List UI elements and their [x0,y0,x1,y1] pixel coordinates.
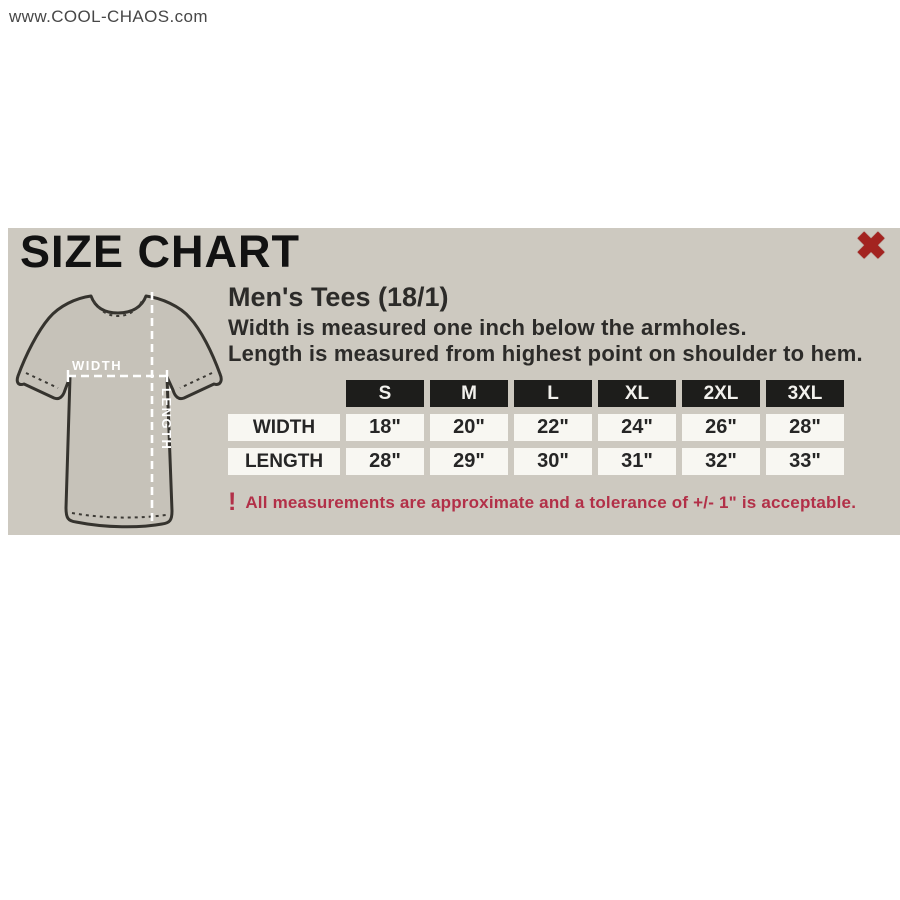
length-s: 28" [346,448,424,476]
collar-stitch [93,300,143,318]
size-chart-title: SIZE CHART [20,226,300,277]
tolerance-note: ! All measurements are approximate and a… [228,490,900,515]
col-header-2xl: 2XL [682,380,760,408]
site-url: www.COOL-CHAOS.com [9,7,208,26]
width-label: WIDTH [72,358,122,373]
left-sleeve-stitch [25,372,59,389]
tshirt-outline [15,294,223,529]
width-l: 22" [514,414,592,442]
exclamation-icon: ! [228,488,237,517]
length-3xl: 33" [766,448,844,476]
length-xl: 31" [598,448,676,476]
col-header-l: L [514,380,592,408]
size-chart-content: Men's Tees (18/1) Width is measured one … [228,282,900,515]
width-description: Width is measured one inch below the arm… [228,314,747,340]
table-corner-spacer [228,380,340,407]
col-header-m: M [430,380,508,408]
tolerance-note-text: All measurements are approximate and a t… [245,492,857,512]
width-measure-ticks [66,370,169,382]
width-xl: 24" [598,414,676,442]
tshirt-diagram: WIDTH LENGTH [10,280,232,532]
col-header-s: S [346,380,424,408]
length-l: 30" [514,448,592,476]
width-3xl: 28" [766,414,844,442]
size-table: S M L XL 2XL 3XL WIDTH 18" 20" 22" 24" 2… [228,380,900,476]
width-s: 18" [346,414,424,442]
size-chart-panel: SIZE CHART ✖ WIDTH LENGTH [8,228,900,535]
width-m: 20" [430,414,508,442]
col-header-xl: XL [598,380,676,408]
hem-stitch [71,512,167,519]
length-label: LENGTH [159,388,174,450]
row-label-width: WIDTH [228,414,340,442]
length-m: 29" [430,448,508,476]
row-label-length: LENGTH [228,448,340,476]
tshirt-svg: WIDTH LENGTH [15,292,223,529]
product-heading: Men's Tees (18/1) [228,282,449,312]
right-sleeve-stitch [179,372,213,389]
length-description: Length is measured from highest point on… [228,341,863,366]
length-2xl: 32" [682,448,760,476]
width-2xl: 26" [682,414,760,442]
close-icon[interactable]: ✖ [855,226,887,268]
col-header-3xl: 3XL [766,380,844,408]
